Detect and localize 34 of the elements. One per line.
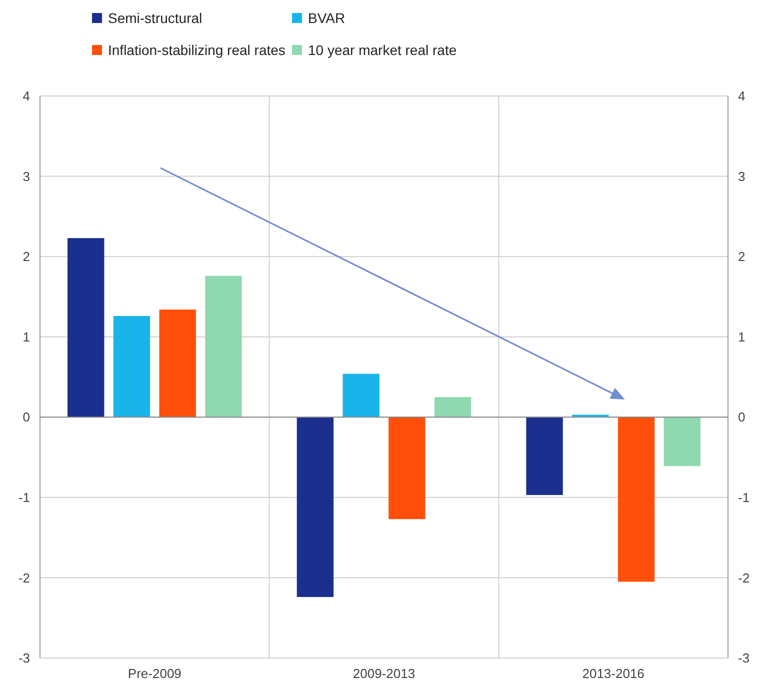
legend-label: Inflation-stabilizing real rates <box>108 42 286 58</box>
y2-tick-label: -2 <box>738 570 750 586</box>
bar <box>618 417 655 582</box>
bar <box>526 417 563 496</box>
bar <box>342 374 380 418</box>
bar <box>205 276 242 418</box>
y-tick-label: 0 <box>22 410 30 425</box>
y2-tick-label: 1 <box>738 329 746 344</box>
y-tick-label: 3 <box>22 168 30 184</box>
bar <box>296 417 334 597</box>
y2-tick-label: 0 <box>738 410 746 425</box>
x-tick-label: Pre-2009 <box>128 666 182 681</box>
legend-label: 10 year market real rate <box>308 42 457 58</box>
y2-tick-label: 2 <box>738 249 746 264</box>
bar <box>388 417 426 520</box>
y-tick-label: -2 <box>18 570 30 586</box>
bar <box>113 316 150 418</box>
x-tick-label: 2009-2013 <box>352 666 416 681</box>
y2-tick-label: 3 <box>738 168 746 184</box>
x-tick-label: 2013-2016 <box>582 666 644 681</box>
legend-label: Semi-structural <box>108 10 202 26</box>
bar <box>68 238 104 418</box>
bar <box>434 397 472 418</box>
y-tick-label: 1 <box>22 329 30 344</box>
y2-tick-label: -1 <box>738 490 750 505</box>
bar <box>664 417 700 466</box>
legend-label: BVAR <box>308 10 346 26</box>
y-tick-label: 2 <box>22 249 30 264</box>
bar <box>159 310 196 418</box>
y-tick-label: -3 <box>18 650 30 666</box>
y2-tick-label: -3 <box>738 650 750 666</box>
y-tick-label: -1 <box>18 490 30 505</box>
y2-tick-label: 4 <box>738 88 746 104</box>
y-tick-label: 4 <box>22 88 30 104</box>
